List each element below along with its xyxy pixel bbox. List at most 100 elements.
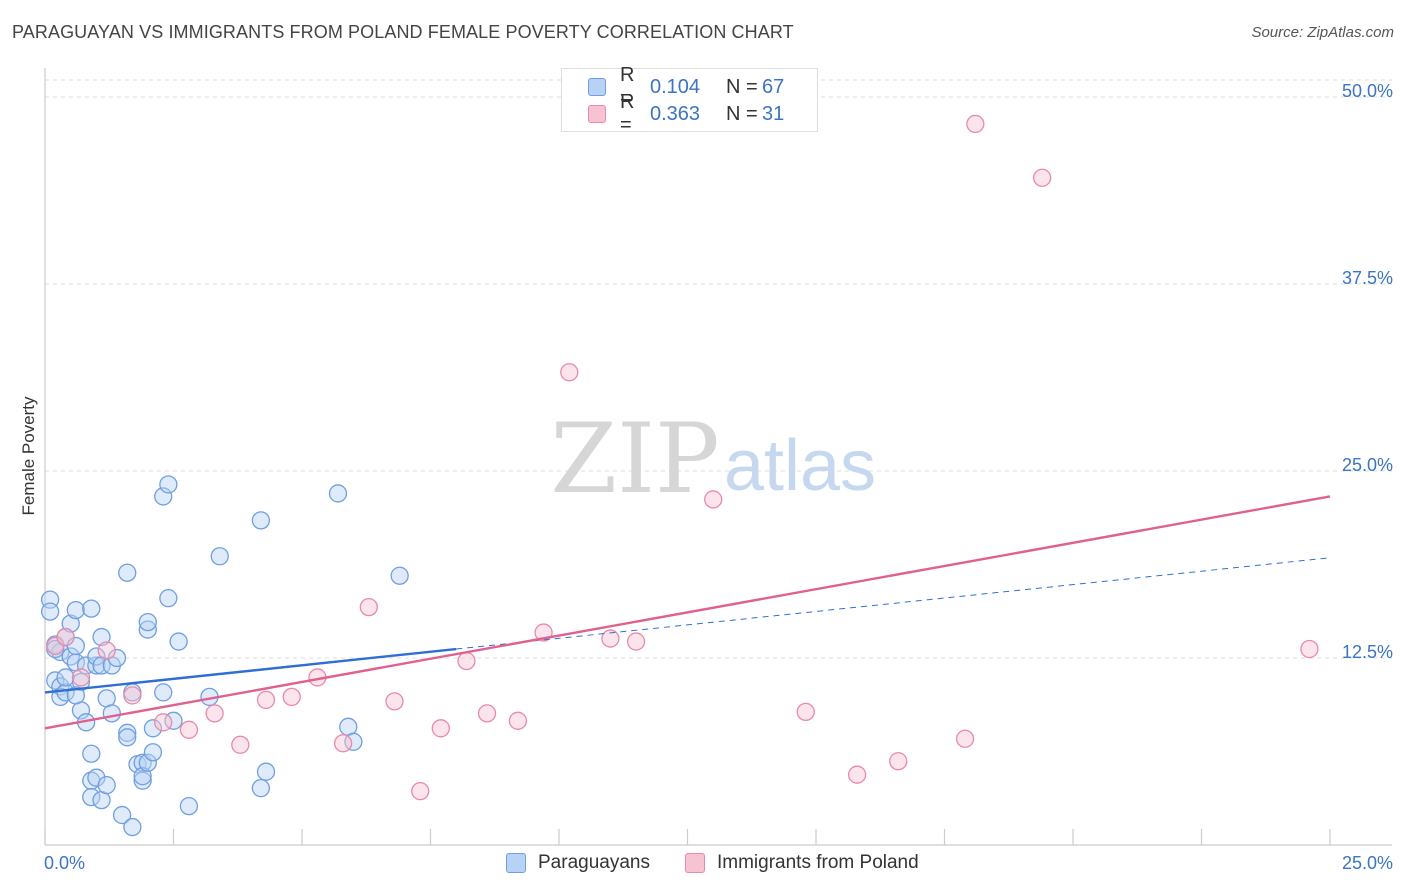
stats-legend: R = 0.104 N = 67 R = 0.363 N = 31 <box>561 64 818 136</box>
paraguayan-point <box>118 728 137 747</box>
paraguayan-point <box>159 589 178 608</box>
poland-point <box>1033 168 1052 187</box>
trend-layer <box>44 495 1331 730</box>
poland-point <box>847 765 867 784</box>
series-legend: Paraguayans Immigrants from Poland <box>0 852 1406 878</box>
source-label: Source: ZipAtlas.com <box>1251 24 1394 41</box>
points-layer <box>40 114 1319 837</box>
grid-layer <box>45 79 1392 659</box>
poland-point <box>601 629 620 648</box>
legend-r-value: 0.104 <box>650 75 701 98</box>
poland-point <box>796 702 815 722</box>
paraguayan-point <box>154 487 173 506</box>
poland-point <box>411 781 430 801</box>
poland-point <box>282 687 301 707</box>
legend-row-poland: R = 0.363 N = 31 <box>588 91 785 136</box>
axes-layer <box>44 68 1392 846</box>
poland-point <box>231 735 250 754</box>
y-axis-title: Female Poverty <box>19 396 38 516</box>
paraguayan-point <box>56 683 75 702</box>
paraguayan-point <box>92 627 111 647</box>
poland-point <box>123 686 142 705</box>
paraguayan-point <box>123 817 142 837</box>
paraguayan-point <box>87 647 106 666</box>
poland-point <box>333 734 353 753</box>
paraguayan-point <box>251 779 271 798</box>
poland-point <box>704 490 723 509</box>
legend-r-label: R = <box>620 91 635 136</box>
legend-r-label: R = <box>620 64 635 109</box>
paraguayan-point <box>328 484 348 503</box>
paraguayan-point <box>87 768 106 787</box>
paraguayan-point <box>56 668 75 687</box>
paraguayan-point <box>82 599 101 618</box>
poland-point <box>359 597 378 617</box>
poland-trend-line <box>44 495 1331 730</box>
poland-point <box>889 752 908 771</box>
paraguayan-point <box>66 686 85 705</box>
poland-point <box>508 711 528 730</box>
paraguayan-point <box>138 612 157 632</box>
legend-item-paraguayans[interactable]: Paraguayans <box>506 852 650 874</box>
watermark: ZIP atlas <box>550 403 876 515</box>
y-tick-label: 50.0% <box>1342 81 1393 101</box>
paraguayan-point <box>71 672 91 692</box>
poland-point <box>385 692 404 711</box>
poland-point <box>179 720 199 739</box>
y-tick-label: 25.0% <box>1342 455 1393 475</box>
paraguayan-point <box>133 771 152 790</box>
poland-point <box>560 363 579 382</box>
poland-point <box>477 704 497 723</box>
paraguayan-point <box>138 753 157 772</box>
legend-n-label: N = <box>726 75 758 98</box>
legend-swatch-blue <box>506 853 526 873</box>
paraguayan-point <box>66 600 85 620</box>
poland-point <box>626 632 646 651</box>
paraguayan-point <box>66 636 85 656</box>
poland-point <box>966 114 985 134</box>
paraguayan-point <box>107 648 127 668</box>
legend-item-label: Paraguayans <box>538 852 650 873</box>
legend-swatch-pink <box>685 853 705 873</box>
legend-n-value: 31 <box>762 102 785 125</box>
paraguayan-point <box>154 683 173 702</box>
watermark-atlas: atlas <box>724 426 876 506</box>
poland-point <box>97 641 116 660</box>
labels-layer: 12.5% 25.0% 37.5% 50.0% 0.0% 25.0% Female Pove… <box>19 81 1393 873</box>
legend-r-value: 0.363 <box>650 102 701 125</box>
x-tick-label: 25.0% <box>1342 853 1393 873</box>
paraguayan-point <box>169 632 188 651</box>
paraguayan-point <box>256 762 276 781</box>
paraguayan-point <box>133 767 152 786</box>
paraguayan-point <box>143 743 163 762</box>
paraguayan-point <box>76 656 96 675</box>
y-tick-label: 12.5% <box>1342 642 1393 662</box>
paraguayan-point <box>82 787 101 807</box>
poland-point <box>205 704 224 723</box>
paraguayan-point <box>118 563 137 582</box>
poland-point <box>46 636 65 656</box>
paraguayan-point <box>251 511 271 530</box>
poland-point <box>431 719 450 738</box>
chart-title: PARAGUAYAN VS IMMIGRANTS FROM POLAND FEM… <box>12 22 794 42</box>
paraguayan-point <box>143 719 163 738</box>
paraguayan-point <box>138 620 157 639</box>
poland-point <box>256 690 276 710</box>
legend-row-paraguayans: R = 0.104 N = 67 <box>588 64 785 109</box>
poland-point <box>955 729 975 748</box>
x-tick-label: 0.0% <box>44 853 85 873</box>
paraguayan-point <box>210 547 229 566</box>
legend-swatch-pink <box>588 105 606 123</box>
paraguayan-point <box>102 704 121 723</box>
paraguayan-point <box>61 614 80 633</box>
paraguayan-trend-extension <box>456 557 1331 650</box>
paraguayan-point <box>40 602 60 621</box>
paraguayan-trend-line <box>44 647 457 694</box>
poland-point <box>154 713 173 732</box>
legend-n-value: 67 <box>762 75 785 98</box>
paraguayan-point <box>82 744 101 763</box>
paraguayan-point <box>159 475 178 494</box>
legend-swatch-blue <box>588 78 606 96</box>
legend-item-poland[interactable]: Immigrants from Poland <box>685 852 919 874</box>
